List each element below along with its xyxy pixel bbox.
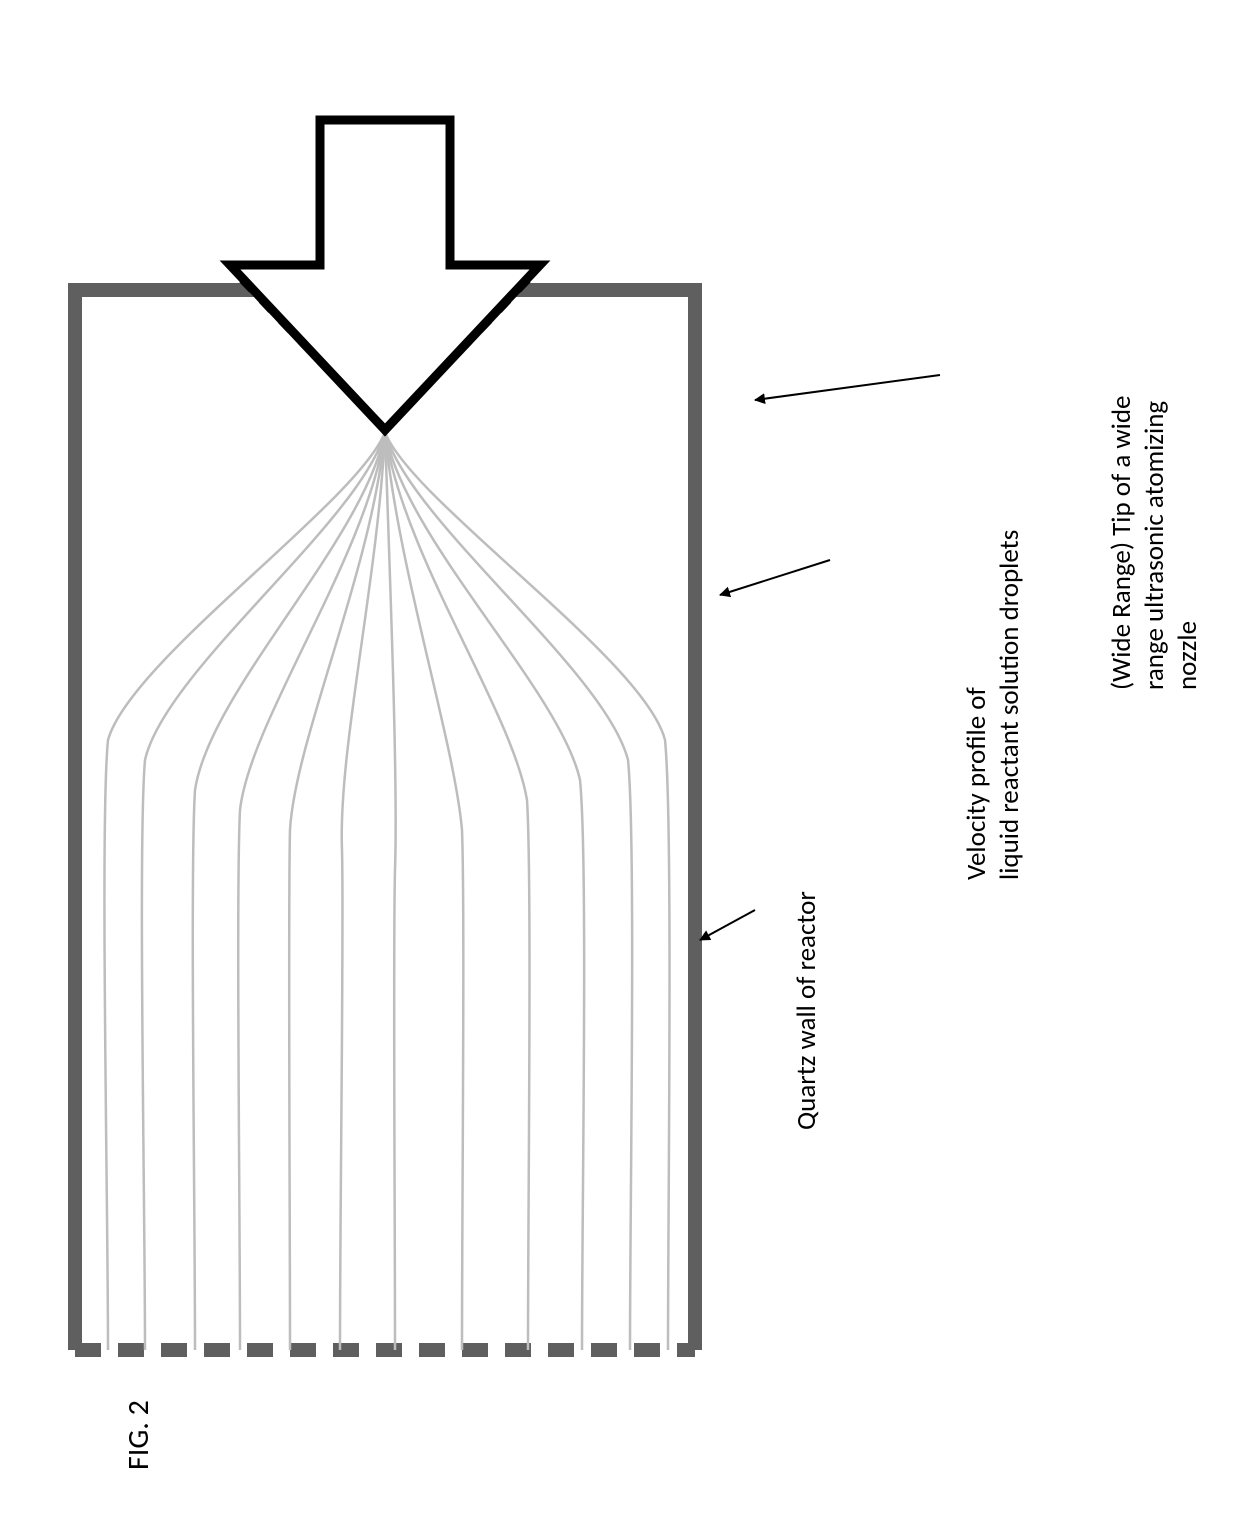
diagram-canvas: [0, 0, 1240, 1516]
leader-nozzle: [755, 375, 940, 400]
velocity-streamlines: [104, 432, 669, 1350]
leader-velocity: [720, 560, 830, 595]
figure-label: FIG. 2: [120, 1400, 157, 1470]
annotation-nozzle-tip: (Wide Range) Tip of a wide range ultraso…: [1105, 396, 1204, 691]
nozzle-arrow-icon: [230, 120, 540, 430]
leader-wall: [700, 910, 755, 940]
annotation-velocity-profile: Velocity profile of liquid reactant solu…: [960, 530, 1026, 880]
annotation-quartz-wall: Quartz wall of reactor: [790, 891, 823, 1130]
